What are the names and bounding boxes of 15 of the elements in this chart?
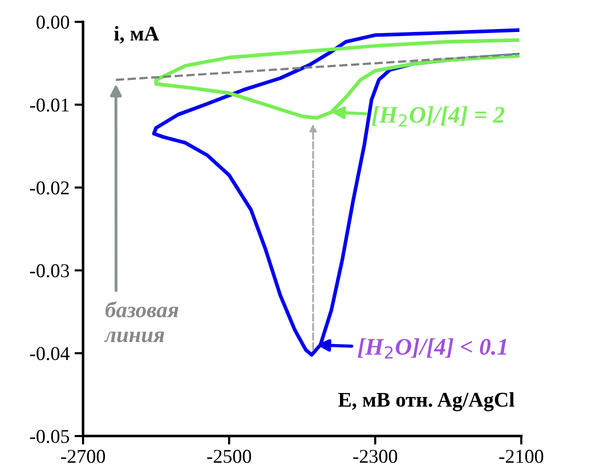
x-tick-label: -2700	[61, 450, 105, 463]
x-axis-title: E, мВ отн. Ag/AgCl	[338, 392, 514, 412]
y-axis-title: i, мА	[114, 26, 160, 44]
y-tick-label: -0.04	[30, 347, 70, 360]
x-tick-label: -2300	[353, 450, 398, 463]
annotation: базовая линия	[104, 301, 178, 342]
x-tick-label: -2100	[499, 450, 544, 463]
y-tick-label: -0.05	[30, 430, 70, 444]
annotation: [H$_{2}$O]/[4] < 0.1	[358, 338, 506, 358]
annotation: [H$_{2}$O]/[4] = 2	[372, 106, 504, 127]
x-tick-label: -2500	[207, 450, 252, 463]
y-tick-label: -0.02	[30, 181, 69, 195]
y-tick-label: -0.03	[30, 264, 70, 278]
y-tick-label: -0.01	[30, 98, 69, 112]
y-tick-label: 0.00	[36, 16, 70, 29]
